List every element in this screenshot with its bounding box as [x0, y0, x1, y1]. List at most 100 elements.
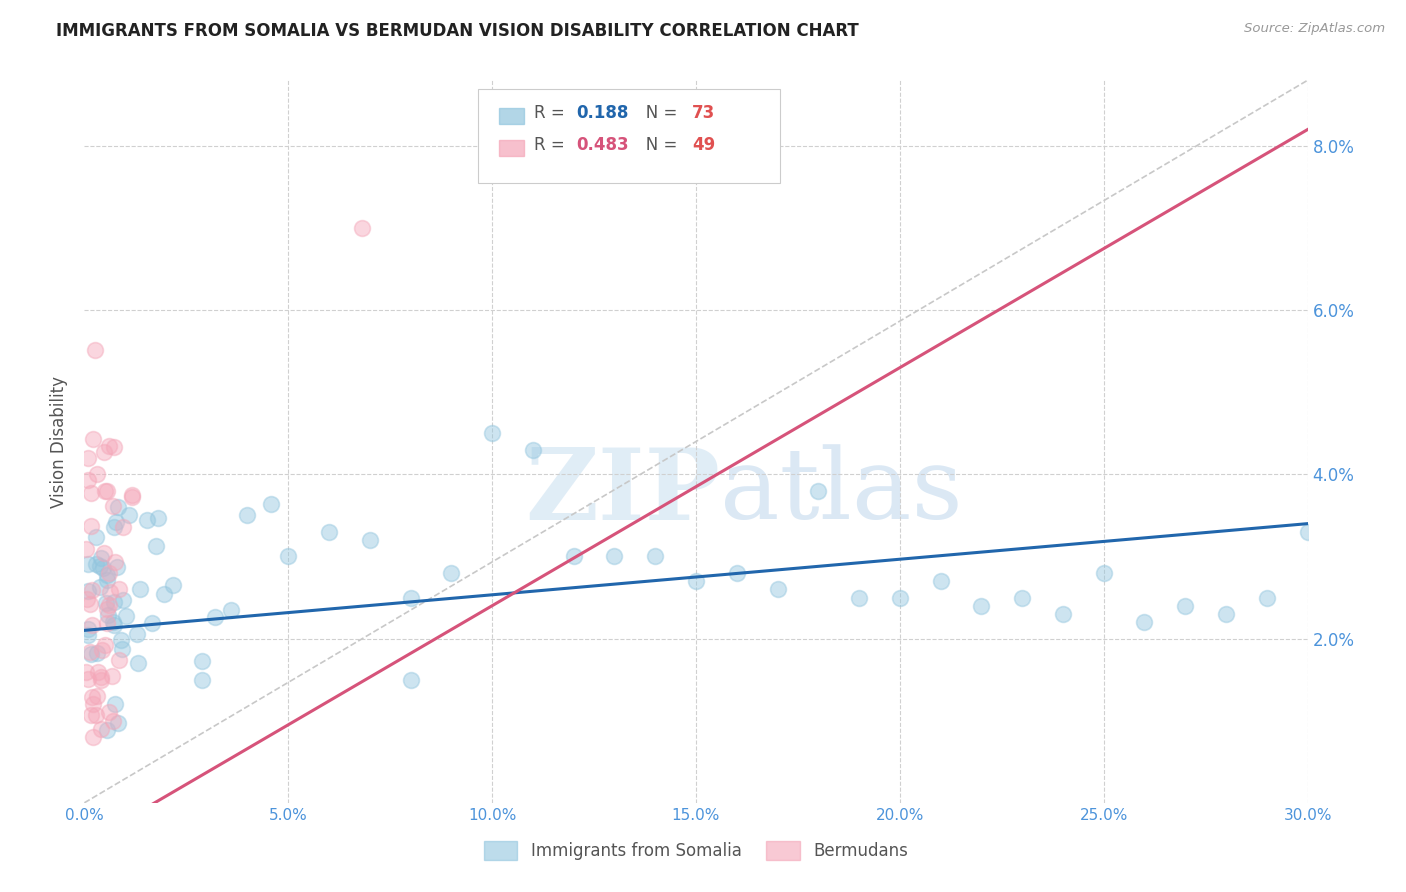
Point — [603, 549, 626, 564]
Point — [148, 511, 170, 525]
Point — [97, 566, 120, 580]
Point — [90, 642, 112, 657]
Point — [108, 582, 131, 597]
Point — [107, 715, 129, 730]
Point — [79, 707, 101, 722]
Point — [111, 642, 134, 657]
Point — [86, 707, 108, 722]
Point — [725, 566, 748, 580]
Point — [1011, 591, 1033, 605]
Point — [685, 574, 707, 588]
Text: atlas: atlas — [720, 444, 963, 540]
Text: R =: R = — [534, 104, 571, 122]
Point — [101, 714, 124, 728]
Point — [318, 524, 340, 539]
Point — [1296, 524, 1319, 539]
Point — [219, 603, 242, 617]
Y-axis label: Vision Disability: Vision Disability — [51, 376, 69, 508]
Point — [399, 673, 422, 687]
Point — [82, 690, 104, 704]
Point — [110, 632, 132, 647]
Point — [111, 520, 134, 534]
Point — [108, 653, 131, 667]
Point — [350, 221, 373, 235]
Point — [107, 500, 129, 514]
Point — [77, 622, 100, 636]
Point — [90, 670, 112, 684]
Point — [82, 698, 104, 712]
Point — [125, 627, 148, 641]
Point — [86, 689, 108, 703]
Point — [644, 549, 666, 564]
Point — [94, 638, 117, 652]
Point — [127, 656, 149, 670]
Point — [84, 558, 107, 572]
Text: 0.188: 0.188 — [576, 104, 628, 122]
Point — [77, 473, 100, 487]
Legend: Immigrants from Somalia, Bermudans: Immigrants from Somalia, Bermudans — [477, 834, 915, 867]
Point — [121, 490, 143, 504]
Point — [260, 497, 283, 511]
Point — [1133, 615, 1156, 630]
Point — [87, 665, 110, 679]
Point — [101, 499, 124, 513]
Point — [82, 730, 104, 744]
Point — [75, 665, 97, 680]
Point — [440, 566, 463, 580]
Point — [105, 559, 128, 574]
Point — [86, 467, 108, 482]
Point — [112, 592, 135, 607]
Point — [136, 513, 159, 527]
Point — [96, 573, 118, 587]
Point — [1174, 599, 1197, 613]
Point — [101, 615, 124, 630]
Text: R =: R = — [534, 136, 571, 154]
Point — [562, 549, 585, 564]
Point — [162, 578, 184, 592]
Point — [77, 557, 100, 571]
Point — [359, 533, 381, 547]
Point — [101, 669, 124, 683]
Point — [96, 568, 118, 582]
Point — [80, 648, 103, 662]
Point — [1052, 607, 1074, 621]
Point — [153, 587, 176, 601]
Point — [807, 483, 830, 498]
Point — [115, 609, 138, 624]
Point — [399, 591, 422, 605]
Point — [93, 483, 115, 498]
Text: N =: N = — [630, 136, 682, 154]
Point — [1256, 591, 1278, 605]
Point — [82, 432, 104, 446]
Point — [97, 599, 120, 613]
Point — [97, 706, 120, 720]
Point — [97, 439, 120, 453]
Point — [79, 518, 101, 533]
Point — [970, 599, 993, 613]
Point — [80, 485, 103, 500]
Point — [98, 585, 121, 599]
Point — [79, 597, 101, 611]
Point — [118, 508, 141, 523]
Point — [104, 555, 127, 569]
Point — [91, 560, 114, 574]
Point — [86, 646, 108, 660]
Point — [84, 530, 107, 544]
Point — [236, 508, 259, 523]
Point — [190, 655, 212, 669]
Point — [82, 583, 104, 598]
Point — [103, 440, 125, 454]
Point — [848, 591, 870, 605]
Point — [77, 583, 100, 598]
Point — [77, 450, 100, 465]
Text: Source: ZipAtlas.com: Source: ZipAtlas.com — [1244, 22, 1385, 36]
Point — [96, 602, 118, 616]
Text: IMMIGRANTS FROM SOMALIA VS BERMUDAN VISION DISABILITY CORRELATION CHART: IMMIGRANTS FROM SOMALIA VS BERMUDAN VISI… — [56, 22, 859, 40]
Text: ZIP: ZIP — [526, 443, 720, 541]
Point — [77, 628, 100, 642]
Text: 73: 73 — [692, 104, 716, 122]
Point — [191, 673, 214, 687]
Point — [77, 672, 100, 686]
Point — [84, 343, 107, 357]
Point — [889, 591, 911, 605]
